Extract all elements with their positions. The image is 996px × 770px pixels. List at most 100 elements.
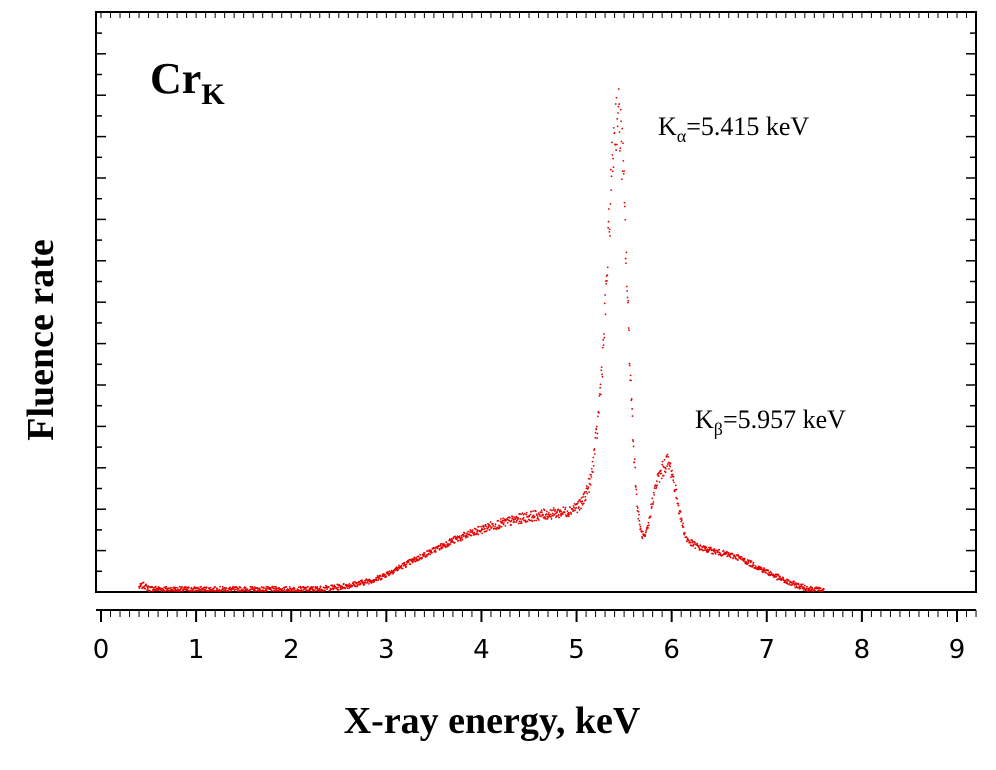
data-point [583, 491, 586, 494]
data-point [713, 549, 716, 552]
data-point [229, 586, 232, 589]
data-point [650, 505, 653, 508]
data-point [453, 541, 456, 544]
data-point [752, 561, 755, 564]
data-point [615, 149, 618, 151]
data-point [797, 583, 800, 586]
data-point [502, 517, 505, 520]
data-point [666, 465, 668, 468]
data-point [160, 590, 163, 592]
data-point [448, 539, 451, 542]
data-point [588, 482, 591, 485]
data-point [401, 567, 404, 570]
data-point [193, 586, 196, 589]
data-point [655, 486, 658, 488]
data-point [506, 521, 509, 524]
data-point [533, 515, 536, 518]
data-point [745, 561, 748, 564]
data-point [591, 460, 594, 463]
data-point [557, 508, 560, 511]
data-point [621, 170, 624, 173]
data-point [337, 586, 339, 589]
data-point [450, 537, 453, 540]
data-point [214, 585, 217, 588]
data-point [806, 586, 808, 588]
data-point [439, 544, 442, 547]
data-point [722, 549, 725, 552]
data-point [285, 586, 288, 588]
data-point [566, 510, 569, 513]
data-point [590, 467, 593, 470]
data-point [787, 579, 790, 582]
data-point [319, 585, 322, 588]
data-point [689, 541, 692, 544]
data-point [652, 491, 655, 494]
data-point [491, 522, 494, 525]
data-point [307, 585, 309, 588]
data-point [636, 506, 639, 509]
x-tick-label: 3 [378, 635, 395, 665]
data-point [592, 456, 595, 459]
data-point [672, 476, 675, 478]
data-point [641, 537, 644, 540]
annotation-k-alpha-value: =5.415 keV [686, 112, 809, 141]
data-point [423, 554, 426, 556]
data-point [262, 586, 265, 589]
data-point [560, 514, 562, 517]
data-point [627, 327, 630, 329]
data-point [803, 584, 806, 587]
data-point [765, 571, 767, 574]
data-point [379, 574, 382, 577]
data-point [253, 586, 256, 588]
data-point [663, 458, 666, 461]
annotation-k-beta-base: K [695, 405, 714, 434]
data-point [499, 518, 502, 520]
data-point [479, 530, 482, 533]
data-point [486, 527, 489, 530]
data-point [627, 299, 630, 302]
data-point [187, 586, 190, 589]
data-point [594, 437, 597, 439]
data-point [537, 519, 540, 521]
data-point [567, 511, 570, 514]
data-point [584, 498, 587, 501]
chart-title-subscript: K [201, 78, 225, 111]
data-point [574, 509, 576, 512]
data-point [622, 172, 625, 175]
data-point [535, 519, 538, 522]
data-point [385, 575, 388, 578]
data-point [494, 523, 497, 526]
data-point [520, 522, 523, 524]
data-point [457, 539, 460, 542]
data-point [275, 588, 278, 591]
data-point [786, 580, 789, 583]
data-point [522, 513, 525, 516]
data-point [625, 251, 628, 254]
data-point [510, 524, 513, 526]
data-point [359, 583, 362, 585]
annotation-k-alpha-base: K [658, 112, 677, 141]
data-point [492, 525, 495, 527]
data-point [324, 589, 326, 592]
data-point [329, 589, 331, 592]
data-point [551, 512, 554, 515]
data-point [599, 383, 602, 386]
data-point [444, 546, 447, 549]
data-point [364, 581, 367, 584]
data-point [623, 170, 626, 172]
data-point [605, 282, 608, 285]
data-point [440, 542, 443, 545]
data-point [504, 524, 507, 527]
data-point [623, 205, 626, 208]
data-point [209, 586, 212, 589]
data-point [449, 543, 452, 545]
data-point [766, 573, 769, 575]
data-point [767, 569, 770, 572]
data-point [667, 456, 670, 458]
data-point [261, 586, 263, 588]
data-point [592, 464, 595, 467]
data-point [419, 553, 422, 556]
data-point [626, 290, 629, 292]
data-point [407, 561, 410, 564]
